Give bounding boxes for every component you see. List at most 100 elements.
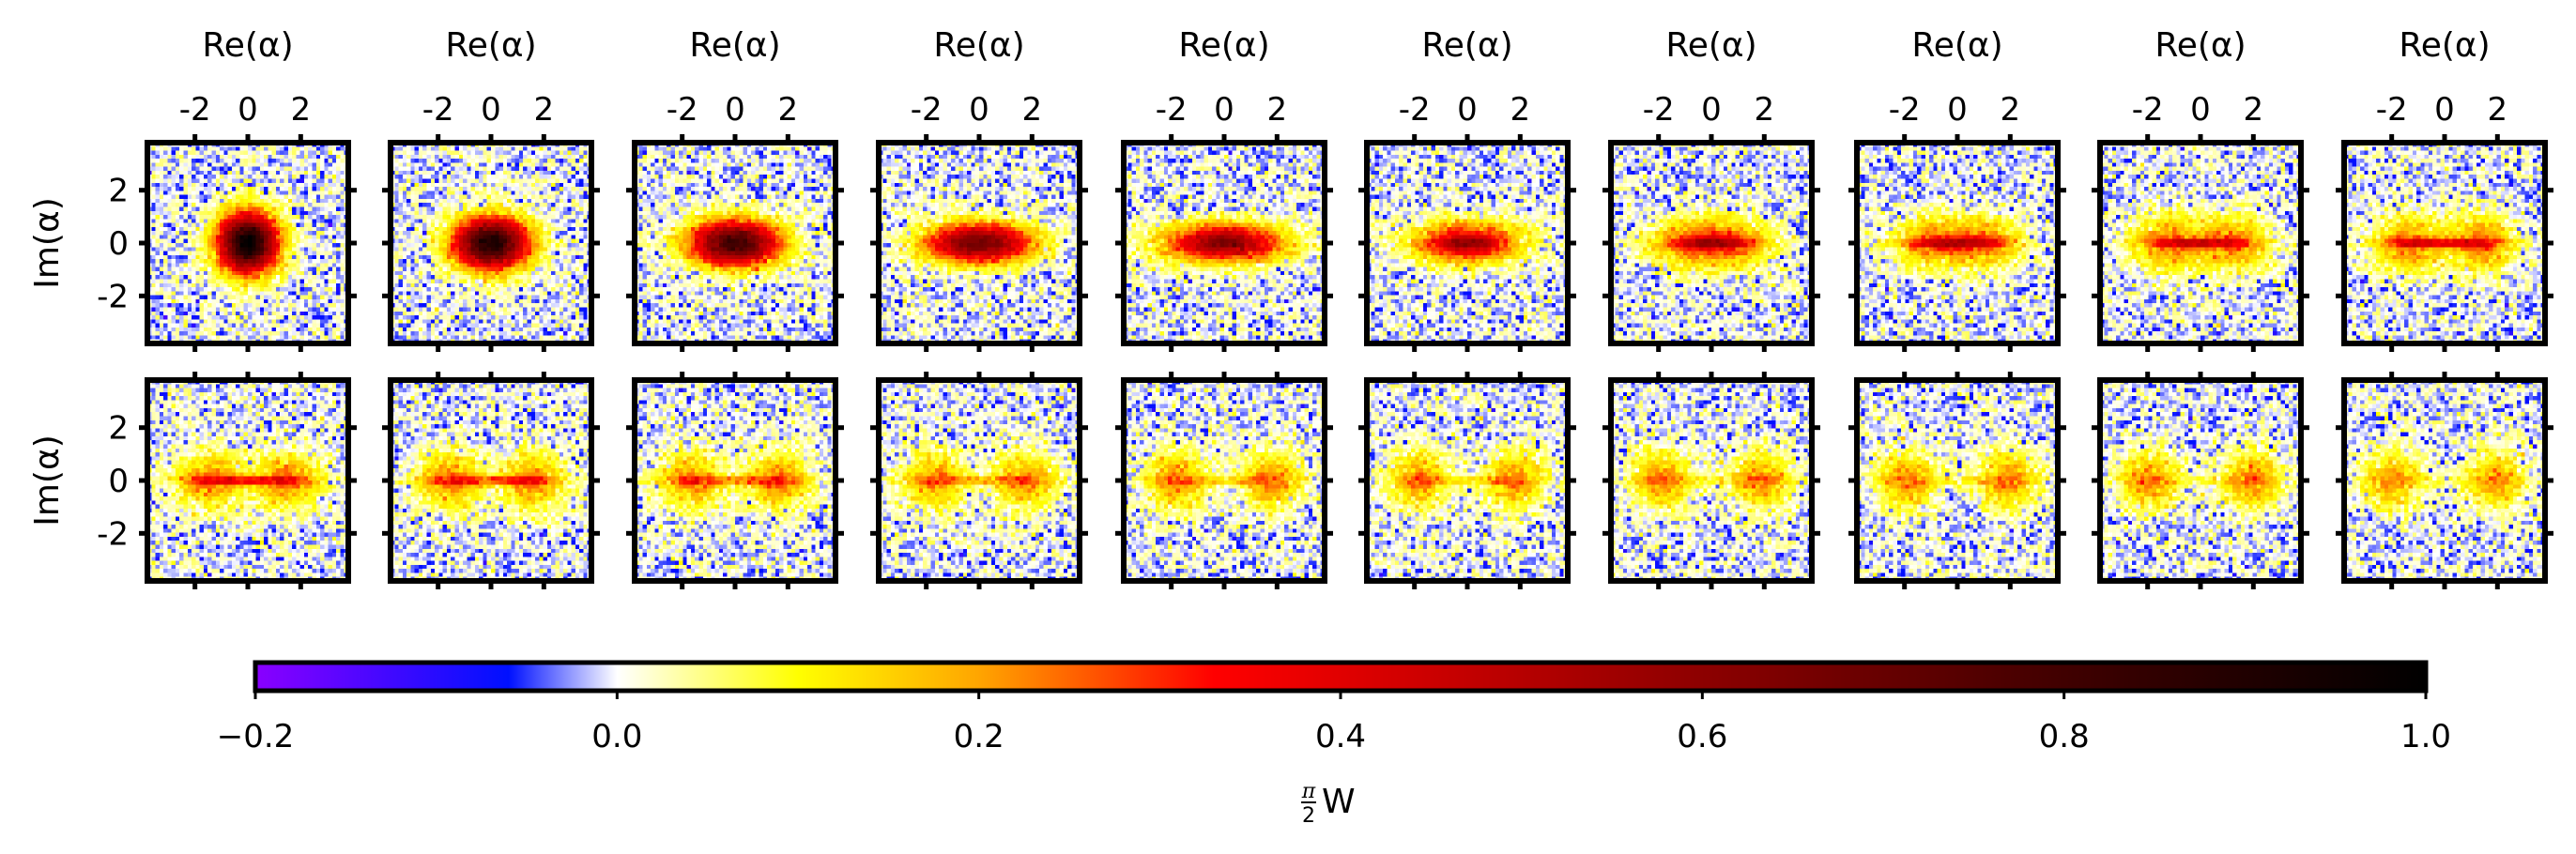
wigner-heatmap [1857, 143, 2058, 343]
colorbar-tick-label: 0.4 [1315, 718, 1366, 755]
y-tick-label: 2 [108, 410, 129, 448]
wigner-heatmap [147, 143, 348, 343]
wigner-panel [1358, 372, 1576, 589]
x-tick-label: 2 [1021, 91, 1042, 129]
wigner-heatmap [147, 380, 348, 581]
wigner-panel: -2 0 2 Re(α) [626, 26, 844, 352]
y-tick-label: 0 [108, 225, 129, 263]
x-axis-label: Re(α) [689, 26, 780, 65]
colorbar-label: π2 W [1301, 780, 1356, 828]
wigner-panel [2336, 372, 2553, 589]
wigner-heatmap [2100, 143, 2301, 343]
wigner-panel: -2 0 2 Re(α) [2336, 26, 2553, 352]
wigner-heatmap [635, 380, 836, 581]
x-tick-label: 0 [2434, 91, 2455, 129]
x-tick-label: 0 [969, 91, 989, 129]
wigner-panel: -2 0 2 Re(α) [382, 26, 600, 352]
x-tick-label: 0 [1947, 91, 1968, 129]
wigner-panel [1602, 372, 1820, 589]
x-axis-label: Re(α) [1421, 26, 1512, 65]
wigner-heatmap [1124, 143, 1325, 343]
wigner-panel: -2 0 2 Re(α) [870, 26, 1088, 352]
y-tick-label: 2 [108, 173, 129, 210]
wigner-panel: -2 0 2 Re(α) [1115, 26, 1333, 352]
colorbar-gradient [255, 663, 2426, 691]
x-tick-label: 2 [777, 91, 798, 129]
wigner-heatmap [879, 143, 1080, 343]
wigner-heatmap [1857, 380, 2058, 581]
x-tick-label: 0 [481, 91, 501, 129]
wigner-panel [626, 372, 844, 589]
x-tick-label: 2 [2000, 91, 2020, 129]
x-tick-label: -2 [1643, 91, 1675, 129]
wigner-heatmap [1611, 380, 1812, 581]
x-tick-label: 0 [1214, 91, 1234, 129]
colorbar-tick-label: 0.8 [2039, 718, 2090, 755]
wigner-heatmap [391, 380, 591, 581]
x-axis-label: Re(α) [933, 26, 1024, 65]
x-tick-label: 0 [1701, 91, 1722, 129]
y-axis-label: Im(α) [28, 435, 67, 526]
colorbar-label-numerator: π [1301, 780, 1316, 803]
x-axis-label: Re(α) [1178, 26, 1269, 65]
x-tick-label: 2 [1754, 91, 1774, 129]
x-tick-label: 2 [1266, 91, 1287, 129]
x-tick-label: -2 [2132, 91, 2164, 129]
x-axis-label: Re(α) [445, 26, 536, 65]
wigner-panel: -2 0 2 Re(α) [1848, 26, 2066, 352]
x-axis-label: Re(α) [1665, 26, 1756, 65]
x-tick-label: 2 [290, 91, 311, 129]
wigner-panel [1115, 372, 1333, 589]
panel-grid: -2 0 2Re(α)20-2Im(α)-2 0 2Re(α)-2 0 2Re(α)-2 0 2… [28, 26, 2553, 589]
x-tick-label: -2 [2376, 91, 2408, 129]
wigner-panel: -2 0 2 Re(α) [2092, 26, 2309, 352]
wigner-heatmap [1124, 380, 1325, 581]
x-tick-label: 2 [1510, 91, 1530, 129]
wigner-heatmap [1611, 143, 1812, 343]
wigner-heatmap [1367, 380, 1568, 581]
x-tick-label: -2 [667, 91, 698, 129]
x-tick-label: 0 [1457, 91, 1478, 129]
wigner-heatmap [2344, 380, 2545, 581]
wigner-panel [382, 372, 600, 589]
wigner-panel: -2 0 2Re(α)20-2Im(α) [28, 26, 357, 352]
x-tick-label: 2 [2243, 91, 2263, 129]
colorbar-tick-label: 1.0 [2400, 718, 2451, 755]
wigner-heatmap [391, 143, 591, 343]
x-tick-label: -2 [179, 91, 211, 129]
colorbar: −0.2 0.0 0.2 0.4 0.6 0.8 1.0 π2 W [217, 660, 2451, 828]
colorbar-label-variable: W [1322, 783, 1356, 821]
wigner-panel [1848, 372, 2066, 589]
x-axis-label: Re(α) [202, 26, 293, 65]
wigner-panel: 2 0 -2 Im(α) [28, 372, 357, 589]
x-axis-label: Re(α) [2154, 26, 2246, 65]
x-tick-label: -2 [911, 91, 943, 129]
x-tick-label: 2 [533, 91, 554, 129]
wigner-panel [2092, 372, 2309, 589]
colorbar-tick-label: 0.0 [591, 718, 642, 755]
y-tick-label: 0 [108, 463, 129, 500]
x-tick-label: 0 [725, 91, 745, 129]
colorbar-label-denominator: 2 [1302, 804, 1315, 828]
wigner-panel [870, 372, 1088, 589]
wigner-panel: -2 0 2 Re(α) [1602, 26, 1820, 352]
y-tick-label: -2 [97, 278, 129, 315]
colorbar-tick-label: 0.6 [1677, 718, 1727, 755]
x-axis-label: Re(α) [2399, 26, 2490, 65]
wigner-panel: -2 0 2 Re(α) [1358, 26, 1576, 352]
x-tick-label: -2 [1889, 91, 1921, 129]
x-tick-label: 0 [238, 91, 258, 129]
colorbar-tick-label: −0.2 [217, 718, 295, 755]
wigner-heatmap [635, 143, 836, 343]
wigner-heatmap [2344, 143, 2545, 343]
wigner-heatmap [879, 380, 1080, 581]
wigner-heatmap [2100, 380, 2301, 581]
x-tick-label: -2 [1399, 91, 1431, 129]
y-tick-label: -2 [97, 515, 129, 553]
x-tick-label: -2 [1156, 91, 1188, 129]
wigner-heatmap [1367, 143, 1568, 343]
x-tick-label: -2 [422, 91, 454, 129]
x-tick-label: 2 [2487, 91, 2507, 129]
y-axis-label: Im(α) [28, 197, 67, 289]
